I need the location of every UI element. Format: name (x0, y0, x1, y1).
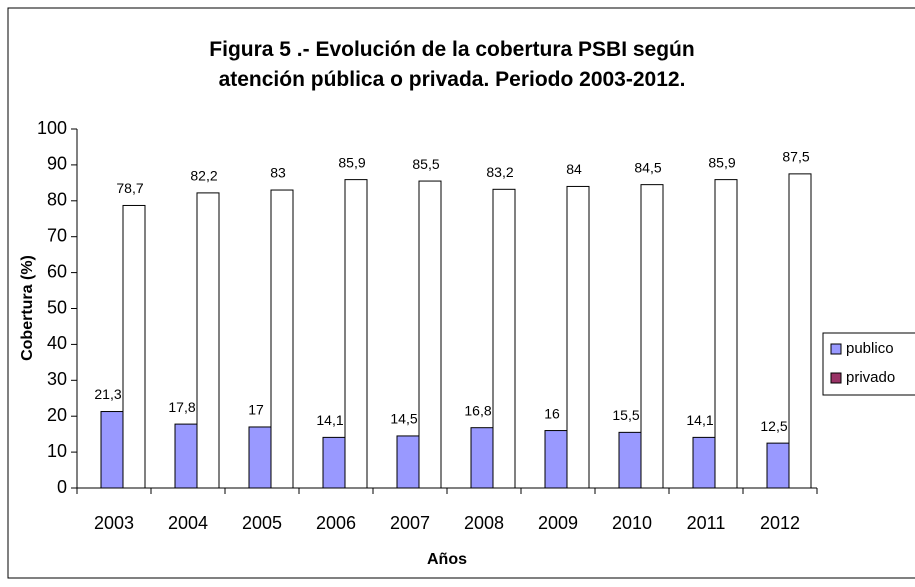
bar (270, 189, 294, 489)
y-tick-label: 80 (47, 190, 67, 210)
x-tick-label: 2010 (612, 513, 652, 533)
value-label: 85,9 (708, 154, 735, 170)
bar (322, 436, 346, 489)
bar (396, 435, 420, 489)
x-tick-label: 2011 (687, 513, 726, 533)
legend-label: privado (846, 369, 895, 386)
bar (492, 188, 516, 489)
bar (692, 436, 716, 489)
legend-box (822, 332, 915, 396)
y-tick-label: 40 (47, 333, 67, 353)
y-tick-label: 10 (47, 441, 67, 461)
value-label: 85,9 (338, 154, 365, 170)
bar (196, 192, 220, 489)
bar (640, 184, 664, 489)
bar (470, 427, 494, 489)
x-tick-label: 2003 (94, 513, 134, 533)
bar (248, 426, 272, 489)
legend-label: publico (846, 340, 894, 357)
x-tick-label: 2006 (316, 513, 356, 533)
bar (100, 411, 124, 489)
y-tick-label: 60 (47, 261, 67, 281)
y-axis-label: Cobertura (%) (19, 255, 36, 361)
value-label: 82,2 (190, 168, 217, 184)
y-tick-label: 0 (57, 477, 67, 497)
legend-swatch (830, 343, 842, 355)
x-axis-label: Años (427, 551, 467, 568)
y-tick-label: 100 (37, 118, 67, 138)
value-label: 14,1 (686, 412, 713, 428)
value-label: 84 (566, 161, 582, 177)
value-label: 16 (544, 405, 560, 421)
value-label: 83 (270, 165, 286, 181)
value-label: 84,5 (634, 159, 661, 175)
y-tick-label: 90 (47, 154, 67, 174)
value-label: 14,1 (316, 412, 343, 428)
bar (174, 423, 198, 489)
legend-swatch (830, 372, 842, 384)
bar (788, 173, 812, 489)
value-label: 17 (248, 402, 264, 418)
x-tick-label: 2012 (760, 513, 800, 533)
y-tick-label: 20 (47, 405, 67, 425)
chart-title: Figura 5 .- Evolución de la cobertura PS… (209, 38, 694, 91)
y-tick-label: 50 (47, 297, 67, 317)
value-label: 78,7 (116, 180, 143, 196)
y-tick-label: 70 (47, 225, 67, 245)
x-tick-label: 2008 (464, 513, 504, 533)
value-label: 15,5 (612, 407, 639, 423)
x-tick-label: 2004 (168, 513, 208, 533)
bar (618, 431, 642, 489)
bar (766, 442, 790, 489)
value-label: 12,5 (760, 418, 787, 434)
x-tick-label: 2005 (242, 513, 282, 533)
bar (566, 185, 590, 489)
value-label: 83,2 (486, 164, 513, 180)
bar (544, 430, 568, 489)
value-label: 21,3 (94, 386, 121, 402)
x-tick-label: 2009 (538, 513, 578, 533)
x-tick-label: 2007 (390, 513, 430, 533)
bar (418, 180, 442, 489)
bar (344, 179, 368, 489)
chart-border (7, 7, 915, 579)
bar (714, 179, 738, 489)
value-label: 16,8 (464, 402, 491, 418)
value-label: 14,5 (390, 411, 417, 427)
y-tick-label: 30 (47, 369, 67, 389)
bar (122, 204, 146, 489)
value-label: 17,8 (168, 399, 195, 415)
value-label: 85,5 (412, 156, 439, 172)
value-label: 87,5 (782, 149, 809, 165)
